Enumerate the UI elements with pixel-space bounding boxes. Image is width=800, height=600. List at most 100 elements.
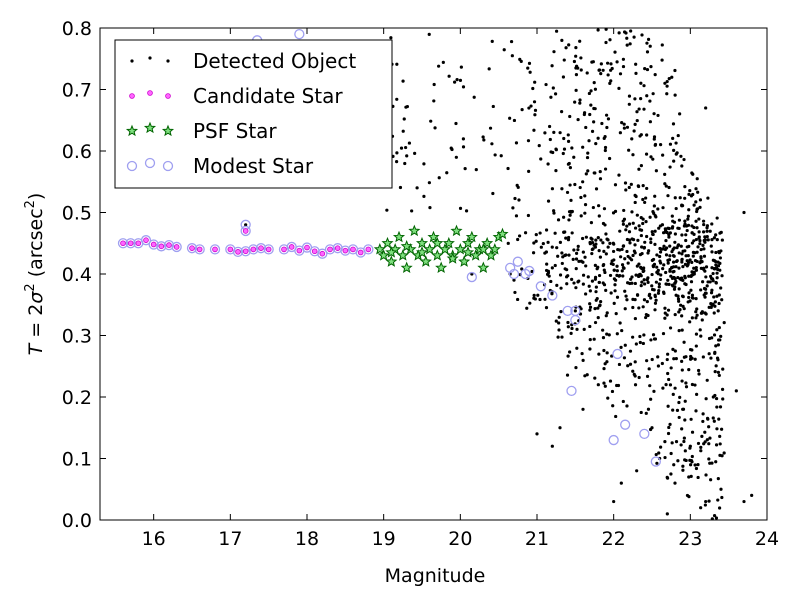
psf-star-point [396, 249, 409, 261]
detected-object-point [719, 230, 723, 234]
detected-object-point [589, 89, 593, 93]
detected-object-point [568, 165, 572, 170]
candidate-star-point [296, 247, 303, 254]
psf-star-point [385, 246, 398, 258]
detected-object-point [695, 177, 699, 181]
detected-object-point [656, 113, 660, 118]
points-layer [117, 27, 754, 521]
detected-object-point [591, 60, 595, 64]
detected-object-point [605, 125, 609, 130]
detected-object-point [646, 280, 650, 284]
detected-object-point [702, 286, 707, 291]
detected-object-point [659, 247, 663, 251]
modest-star-point [140, 235, 152, 246]
detected-object-point [461, 85, 466, 89]
detected-object-point [528, 70, 532, 74]
detected-object-point [671, 122, 676, 126]
detected-object-point [692, 203, 696, 207]
detected-object-point [458, 78, 463, 82]
detected-object-point [690, 296, 694, 300]
detected-object-point [554, 319, 558, 323]
detected-object-point [604, 232, 608, 236]
detected-object-point [404, 105, 408, 109]
detected-object-point [657, 282, 661, 286]
detected-object-point [649, 65, 653, 69]
detected-object-point [689, 463, 693, 467]
detected-object-point [621, 399, 625, 404]
detected-object-point [665, 476, 670, 480]
detected-object-point [674, 206, 678, 211]
detected-object-point [678, 308, 682, 312]
detected-object-point [642, 266, 646, 270]
detected-object-point [508, 116, 512, 120]
x-tick-label: 24 [755, 528, 779, 550]
detected-object-point [621, 57, 625, 61]
detected-object-point [581, 273, 586, 277]
detected-object-point [679, 244, 683, 248]
detected-object-point [625, 404, 629, 408]
detected-object-point [602, 367, 606, 371]
detected-object-point [461, 145, 466, 149]
detected-object-point [646, 407, 651, 411]
detected-object-point [634, 62, 638, 66]
detected-object-point [680, 164, 684, 168]
detected-object-point [404, 145, 408, 150]
legend-marker-detected-object [166, 59, 170, 63]
detected-object-point [707, 457, 711, 461]
detected-object-point [488, 126, 493, 130]
detected-object-point [667, 76, 671, 81]
detected-object-point [581, 236, 585, 241]
psf-star-point [454, 243, 467, 255]
detected-object-point [244, 223, 248, 227]
detected-object-point [684, 385, 689, 389]
detected-object-point [671, 408, 675, 412]
detected-object-point [680, 359, 684, 363]
y-axis-title-part: T [25, 342, 47, 355]
detected-object-point [702, 293, 706, 297]
detected-object-point [720, 454, 724, 458]
detected-object-point [562, 136, 566, 141]
legend-marker-candidate-star [147, 90, 153, 96]
detected-object-point [605, 360, 609, 364]
detected-object-point [680, 252, 684, 256]
detected-object-point [589, 103, 593, 107]
detected-object-point [658, 143, 663, 147]
detected-object-point [679, 303, 683, 307]
modest-star-point [294, 29, 305, 40]
detected-object-point [674, 265, 678, 269]
detected-object-point [722, 321, 726, 325]
detected-object-point [664, 383, 668, 387]
detected-object-point [594, 142, 598, 146]
detected-object-point [636, 238, 640, 242]
detected-object-point [676, 133, 680, 138]
detected-object-point [652, 389, 656, 393]
detected-object-point [407, 141, 412, 145]
detected-object-point [696, 368, 701, 373]
detected-object-point [677, 415, 681, 420]
detected-object-point [702, 442, 706, 446]
detected-object-point [562, 58, 566, 62]
detected-object-point [641, 197, 645, 202]
detected-object-point [712, 333, 717, 337]
detected-object-point [690, 382, 695, 387]
detected-object-point [532, 128, 536, 132]
detected-object-point [695, 250, 699, 254]
detected-object-point [667, 425, 671, 430]
detected-object-point [698, 198, 703, 202]
detected-object-point [641, 183, 645, 188]
detected-object-point [623, 307, 627, 311]
detected-object-point [553, 92, 558, 96]
detected-object-point [491, 191, 495, 196]
detected-object-point [662, 244, 666, 248]
detected-object-point [719, 286, 723, 290]
detected-object-point [596, 136, 600, 140]
detected-object-point [715, 271, 719, 275]
detected-object-point [716, 477, 720, 481]
detected-object-point [714, 259, 718, 264]
detected-object-point [696, 441, 701, 446]
detected-object-point [654, 169, 658, 173]
detected-object-point [592, 106, 596, 111]
detected-object-point [688, 299, 692, 303]
detected-object-point [638, 334, 642, 339]
detected-object-point [711, 416, 715, 420]
